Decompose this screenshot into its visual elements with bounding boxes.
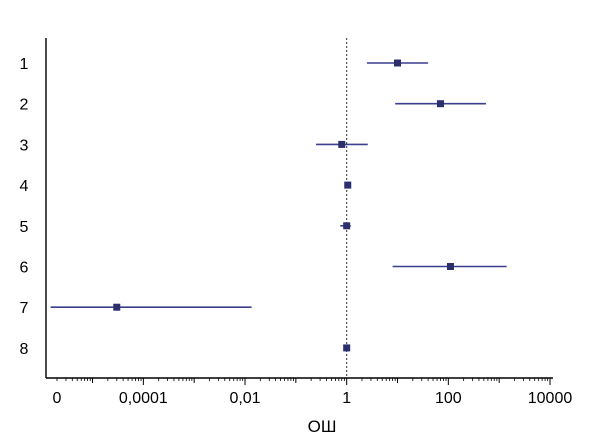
point-marker-8 — [343, 344, 351, 352]
y-tick-label: 3 — [20, 137, 29, 154]
y-tick-label: 5 — [20, 219, 29, 236]
x-tick-label: 0,01 — [229, 390, 260, 407]
x-tick-labels: 0 0,0001 0,01 1 100 10000 — [53, 390, 573, 407]
y-tick-label: 4 — [20, 178, 29, 195]
x-tick-label: 100 — [435, 390, 462, 407]
data-marks — [50, 59, 507, 352]
y-tick-label: 6 — [20, 260, 29, 277]
y-tick-labels: 1 2 3 4 5 6 7 8 — [20, 56, 29, 358]
point-marker-4 — [344, 181, 352, 189]
x-tick-label: 0 — [53, 390, 62, 407]
x-tick-label: 10000 — [528, 390, 573, 407]
point-marker-3 — [338, 140, 346, 148]
y-tick-label: 1 — [20, 56, 29, 73]
y-tick-label: 8 — [20, 341, 29, 358]
x-axis-label: ОШ — [308, 417, 337, 436]
point-marker-5 — [343, 222, 351, 230]
x-tick-label: 1 — [342, 390, 351, 407]
y-tick-label: 7 — [20, 300, 29, 317]
x-tick-label: 0,0001 — [119, 390, 168, 407]
point-marker-2 — [436, 100, 444, 108]
axes — [45, 38, 553, 385]
point-marker-6 — [446, 263, 454, 270]
point-marker-7 — [113, 303, 121, 311]
y-tick-label: 2 — [20, 97, 29, 114]
point-marker-1 — [394, 59, 402, 67]
